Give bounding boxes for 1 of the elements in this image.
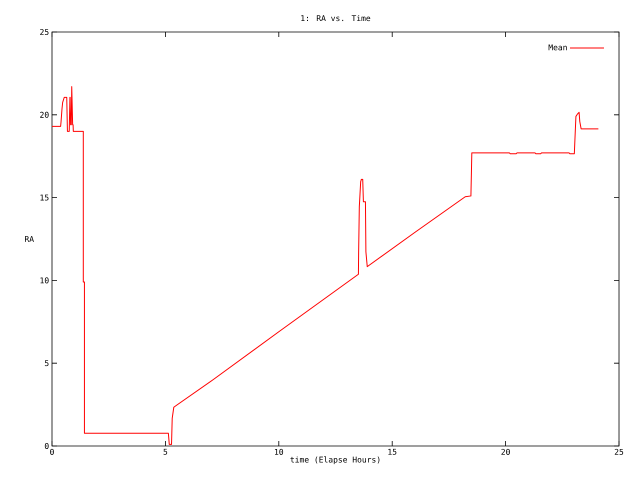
line-series (52, 86, 599, 445)
